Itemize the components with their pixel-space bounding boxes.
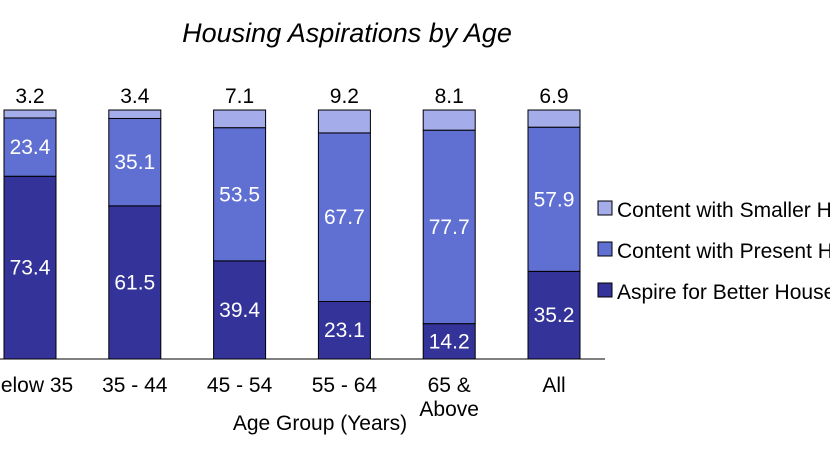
data-label-65-above-aspire-for-better-house: 14.2 xyxy=(429,330,470,353)
bar-below-35-content-with-present-house xyxy=(3,117,57,177)
x-tick-label-45-54: 45 - 54 xyxy=(207,374,273,397)
x-axis-title: Age Group (Years) xyxy=(233,412,407,435)
bar-below-35-aspire-for-better-house xyxy=(3,175,57,360)
data-label-35-44-content-with-smaller-house: 3.4 xyxy=(120,85,150,108)
bar-45-54-content-with-present-house xyxy=(213,127,267,262)
bar-55-64-content-with-present-house xyxy=(317,132,371,302)
x-tick-label-55-64: 55 - 64 xyxy=(312,374,378,397)
data-label-45-54-content-with-smaller-house: 7.1 xyxy=(225,85,254,108)
legend-entry-aspire-for-better-house: Aspire for Better House xyxy=(617,281,830,304)
plot-area: 73.4 23.4 3.2 61.5 35.1 3.4 39.4 53.5 7.1 23.1 67.… xyxy=(3,85,581,360)
bar-65-above-content-with-smaller-house xyxy=(422,109,476,131)
bar-all-content-with-present-house xyxy=(527,126,581,272)
data-label-all-content-with-present-house: 57.9 xyxy=(534,188,575,211)
legend-swatch-content-with-present-house xyxy=(597,241,613,257)
data-label-below-35-aspire-for-better-house: 73.4 xyxy=(10,257,51,280)
legend-entry-content-with-present-house: Content with Present House xyxy=(617,240,830,263)
data-label-below-35-content-with-smaller-house: 3.2 xyxy=(15,85,44,108)
data-label-65-above-content-with-smaller-house: 8.1 xyxy=(435,85,464,108)
data-label-all-content-with-smaller-house: 6.9 xyxy=(539,85,568,108)
bar-45-54-content-with-smaller-house xyxy=(213,109,267,129)
x-tick-label-35-44: 35 - 44 xyxy=(102,374,168,397)
legend-entry-content-with-smaller-house: Content with Smaller House xyxy=(617,199,830,222)
data-label-35-44-content-with-present-house: 35.1 xyxy=(114,151,155,174)
legend-swatch-content-with-smaller-house xyxy=(597,200,613,216)
data-label-55-64-content-with-smaller-house: 9.2 xyxy=(330,85,359,108)
data-label-45-54-aspire-for-better-house: 39.4 xyxy=(219,299,260,322)
data-label-65-above-content-with-present-house: 77.7 xyxy=(429,216,470,239)
bar-all-content-with-smaller-house xyxy=(527,109,581,128)
data-label-55-64-aspire-for-better-house: 23.1 xyxy=(324,319,365,342)
bar-35-44-content-with-smaller-house xyxy=(108,109,162,119)
data-label-below-35-content-with-present-house: 23.4 xyxy=(10,136,51,159)
chart-title: Housing Aspirations by Age xyxy=(182,18,512,48)
bar-all-aspire-for-better-house xyxy=(527,270,581,360)
data-label-all-aspire-for-better-house: 35.2 xyxy=(534,304,575,327)
bar-35-44-content-with-present-house xyxy=(108,117,162,207)
legend: Content with Smaller House Content with P… xyxy=(597,199,830,304)
data-label-35-44-aspire-for-better-house: 61.5 xyxy=(114,271,155,294)
data-label-45-54-content-with-present-house: 53.5 xyxy=(219,183,260,206)
bar-65-above-content-with-present-house xyxy=(422,129,476,325)
x-tick-labels: Below 35 35 - 44 45 - 54 55 - 64 65 &Above Al… xyxy=(0,374,566,421)
legend-swatch-aspire-for-better-house xyxy=(597,282,613,298)
data-label-55-64-content-with-present-house: 67.7 xyxy=(324,206,365,229)
bar-below-35-content-with-smaller-house xyxy=(3,109,57,119)
bar-55-64-content-with-smaller-house xyxy=(317,109,371,134)
x-tick-label-below-35: Below 35 xyxy=(0,374,73,397)
x-tick-label-all: All xyxy=(542,374,565,397)
x-tick-label-65-above: 65 & Above xyxy=(419,374,479,421)
